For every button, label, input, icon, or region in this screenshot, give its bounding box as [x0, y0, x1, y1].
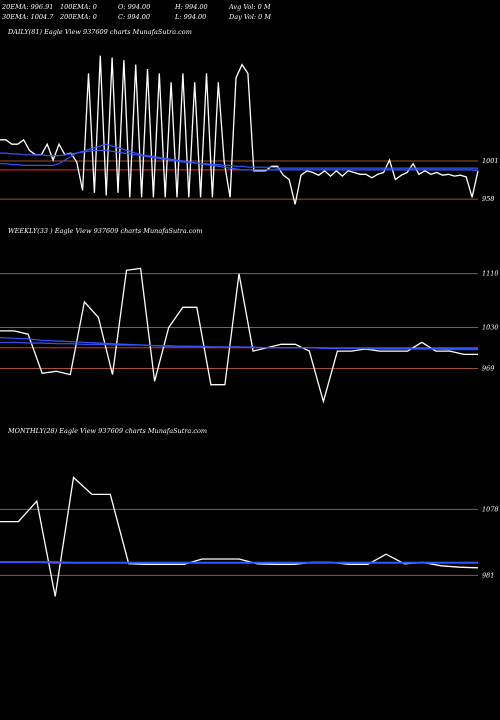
- monthly-ema-line-2: [0, 561, 478, 564]
- ema30-stat: 30EMA: 1004.7: [2, 13, 54, 21]
- daily-chart-title: DAILY(81) Eagle View 937609 charts Munaf…: [8, 28, 192, 36]
- weekly-level-label: 1110: [482, 270, 499, 278]
- avg-vol-stat: Avg Vol: 0 M: [229, 3, 271, 11]
- daily-price-line: [0, 55, 479, 205]
- weekly-ema-line-2: [0, 337, 478, 349]
- weekly-price-line: [0, 267, 478, 404]
- monthly-chart-title: MONTHLY(28) Eagle View 937609 charts Mun…: [8, 427, 208, 435]
- weekly-chart-title: WEEKLY(33 ) Eagle View 937609 charts Mun…: [8, 227, 203, 235]
- low-stat: L: 994.00: [175, 13, 207, 21]
- day-vol-stat: Day Vol: 0 M: [229, 13, 272, 21]
- open-stat: O: 994.00: [118, 3, 151, 11]
- ema200-stat: 200EMA: 0: [60, 13, 97, 21]
- weekly-level-label: 1030: [482, 324, 499, 332]
- high-stat: H: 994.00: [175, 3, 208, 11]
- monthly-level-label: 981: [482, 571, 494, 579]
- close-stat: C: 994.00: [118, 13, 150, 21]
- monthly-price-line: [0, 476, 479, 597]
- weekly-level-label: 969: [482, 365, 494, 373]
- daily-level-label: 958: [482, 195, 494, 203]
- monthly-level-label: 1078: [482, 505, 499, 513]
- monthly-ema-line-1: [0, 561, 478, 564]
- daily-ema-line-2: [0, 149, 478, 169]
- ema20-stat: 20EMA: 996.91: [2, 3, 54, 11]
- daily-level-label: 1001: [482, 157, 499, 165]
- ema100-stat: 100EMA: 0: [60, 3, 97, 11]
